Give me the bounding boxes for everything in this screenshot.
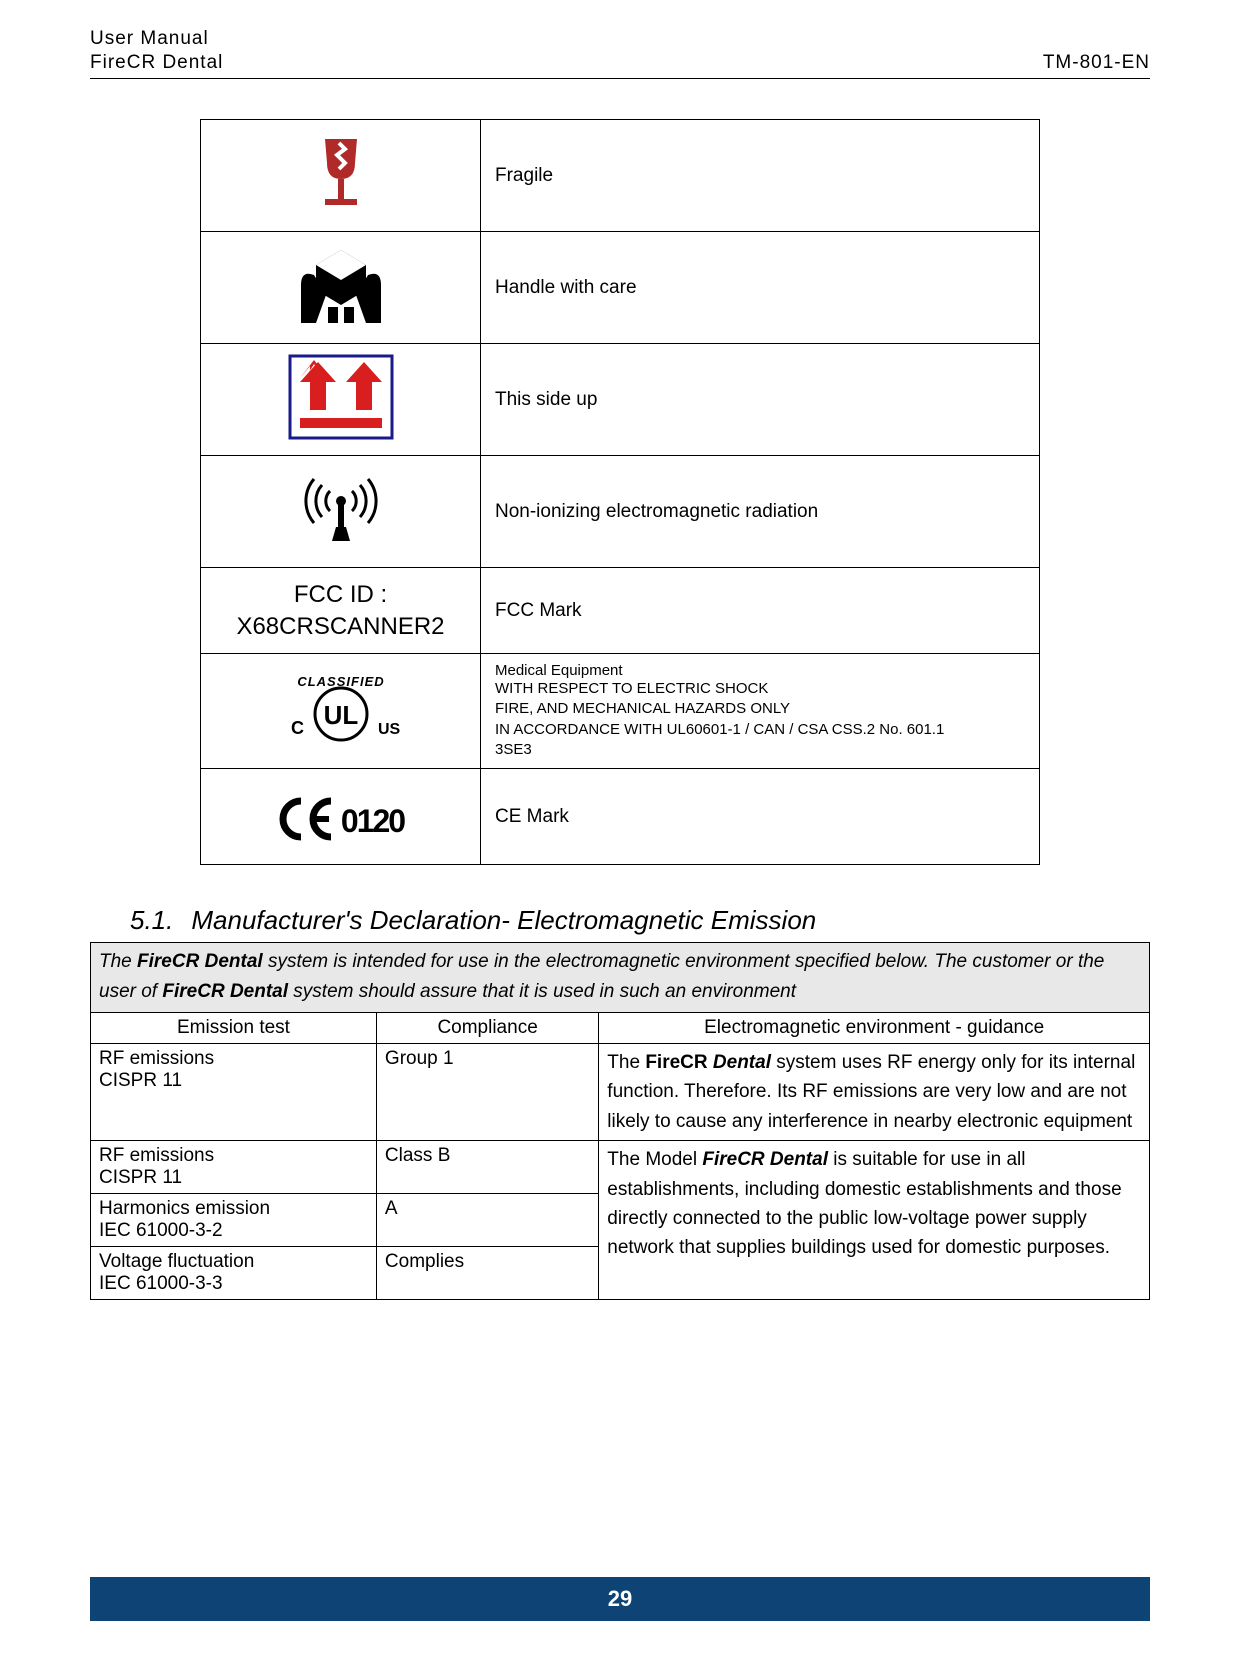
ul-title: Medical Equipment — [495, 662, 1025, 679]
emc-header-compliance: Compliance — [376, 1012, 598, 1043]
table-row: Fragile — [201, 120, 1040, 232]
ul-line: WITH RESPECT TO ELECTRIC SHOCK — [495, 679, 1025, 699]
compliance: Group 1 — [376, 1043, 598, 1140]
table-row: This side up — [201, 344, 1040, 456]
emission-test-std: CISPR 11 — [99, 1070, 368, 1092]
symbol-label: FCC Mark — [481, 568, 1040, 654]
table-row: Handle with care — [201, 232, 1040, 344]
symbol-label: CE Mark — [481, 769, 1040, 865]
table-row: Non-ionizing electromagnetic radiation — [201, 456, 1040, 568]
fragile-icon — [305, 133, 377, 218]
emc-table: The FireCR Dental system is intended for… — [90, 942, 1150, 1300]
table-row: RF emissions CISPR 11 Group 1 The FireCR… — [91, 1043, 1150, 1140]
section-number: 5.1. — [130, 905, 173, 935]
emission-test: RF emissions — [99, 1145, 368, 1167]
ce-number: 0120 — [341, 803, 404, 839]
fcc-id-value: X68CRSCANNER2 — [215, 611, 466, 642]
emission-test: Voltage fluctuation — [99, 1251, 368, 1273]
header-user-manual: User Manual — [90, 28, 1150, 50]
emission-test: RF emissions — [99, 1048, 368, 1070]
ul-line: IN ACCORDANCE WITH UL60601-1 / CAN / CSA… — [495, 720, 1025, 740]
table-row: 0120 CE Mark — [201, 769, 1040, 865]
svg-text:UL: UL — [323, 700, 358, 730]
ul-line: 3SE3 — [495, 740, 1025, 760]
emission-test-std: IEC 61000-3-3 — [99, 1273, 368, 1295]
symbol-label: Non-ionizing electromagnetic radiation — [481, 456, 1040, 568]
table-row: FCC ID : X68CRSCANNER2 FCC Mark — [201, 568, 1040, 654]
guidance: The FireCR Dental system uses RF energy … — [599, 1043, 1150, 1140]
ul-line: FIRE, AND MECHANICAL HAZARDS ONLY — [495, 699, 1025, 719]
section-title-text: Manufacturer's Declaration- Electromagne… — [191, 905, 816, 935]
emission-test: Harmonics emission — [99, 1198, 368, 1220]
emc-header-test: Emission test — [91, 1012, 377, 1043]
fcc-id-block: FCC ID : X68CRSCANNER2 — [215, 579, 466, 641]
compliance: Class B — [376, 1141, 598, 1194]
ce-mark-icon: 0120 — [277, 792, 404, 841]
symbol-label: Handle with care — [481, 232, 1040, 344]
page-footer: 29 — [90, 1577, 1150, 1621]
emc-header-guidance: Electromagnetic environment - guidance — [599, 1012, 1150, 1043]
emission-test-std: CISPR 11 — [99, 1167, 368, 1189]
handle-with-care-icon — [296, 245, 386, 330]
symbols-table: Fragile Handle with care — [200, 119, 1040, 865]
table-row: CLASSIFIED UL C US Medical Equipment WIT… — [201, 654, 1040, 769]
emc-intro: The FireCR Dental system is intended for… — [91, 943, 1150, 1013]
this-side-up-icon — [286, 352, 396, 447]
table-row: RF emissions CISPR 11 Class B The Model … — [91, 1141, 1150, 1194]
ul-classified-icon: CLASSIFIED UL C US — [276, 672, 406, 751]
section-heading: 5.1. Manufacturer's Declaration- Electrom… — [130, 905, 1150, 936]
svg-text:US: US — [378, 721, 401, 738]
non-ionizing-icon — [296, 473, 386, 550]
guidance-shared: The Model FireCR Dental is suitable for … — [599, 1141, 1150, 1300]
symbol-label: Fragile — [481, 120, 1040, 232]
fcc-id-label: FCC ID : — [215, 579, 466, 610]
page-number: 29 — [608, 1586, 632, 1612]
emission-test-std: IEC 61000-3-2 — [99, 1220, 368, 1242]
header-product: FireCR Dental — [90, 52, 223, 74]
compliance: A — [376, 1194, 598, 1247]
symbol-label: This side up — [481, 344, 1040, 456]
header-docnum: TM-801-EN — [1043, 52, 1150, 74]
svg-text:C: C — [291, 718, 304, 738]
compliance: Complies — [376, 1247, 598, 1300]
